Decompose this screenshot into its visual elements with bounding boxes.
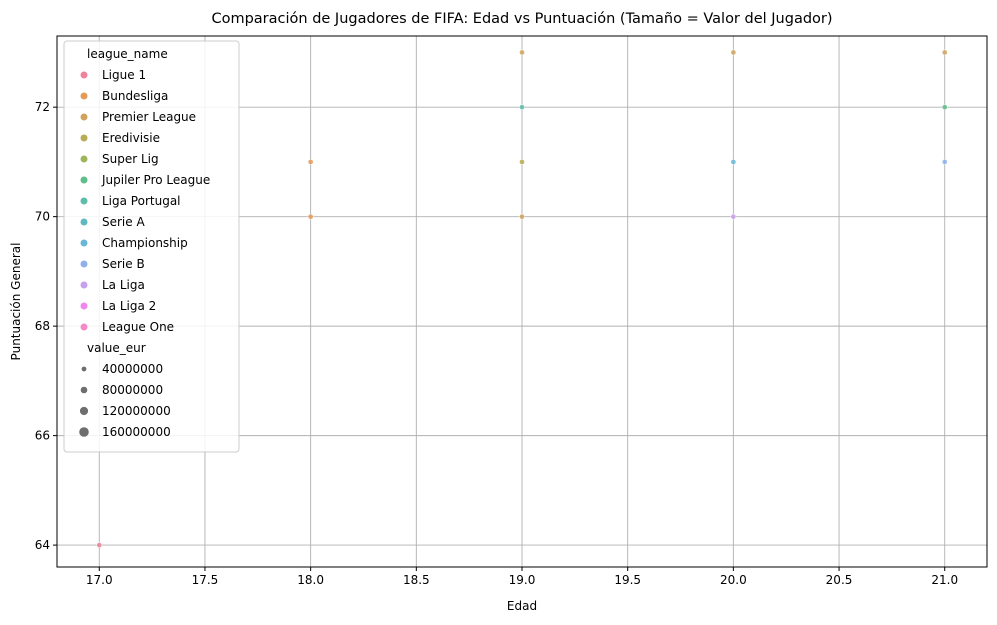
x-tick-label: 17.0 [86, 573, 113, 587]
data-point [730, 159, 737, 165]
legend-entry: La Liga 2 [102, 299, 156, 313]
legend-marker [80, 218, 88, 226]
data-point [730, 49, 737, 56]
legend-entry: Serie B [102, 257, 145, 271]
legend-box [63, 40, 240, 453]
legend-entry: Liga Portugal [102, 194, 181, 208]
legend-marker [80, 176, 88, 184]
legend-size-entry: 120000000 [102, 404, 171, 418]
legend-marker [80, 134, 88, 142]
legend-entry: Bundesliga [102, 89, 168, 103]
legend-marker [80, 239, 88, 247]
data-point [730, 213, 737, 220]
data-point [519, 49, 525, 56]
legend-marker [80, 323, 88, 331]
data-point [941, 159, 948, 165]
legend-marker [80, 302, 88, 310]
legend: league_name Ligue 1 Bundesliga Premier Leag… [63, 40, 240, 453]
y-axis-label: Puntuación General [9, 243, 23, 361]
legend-entry: Serie A [102, 215, 145, 229]
data-point [941, 49, 948, 56]
legend-marker [80, 92, 88, 100]
data-point [519, 159, 525, 165]
legend-entry: Ligue 1 [102, 68, 146, 82]
legend-size-entry: 160000000 [102, 425, 171, 439]
x-axis-label: Edad [507, 599, 537, 613]
legend-hue-title: league_name [87, 47, 168, 61]
legend-marker [80, 155, 88, 163]
y-tick-label: 70 [35, 210, 50, 224]
legend-marker [80, 260, 88, 268]
legend-size-marker [79, 406, 89, 416]
y-tick-label: 66 [35, 429, 50, 443]
legend-entry: League One [102, 320, 174, 334]
y-tick-label: 72 [35, 100, 50, 114]
x-tick-label: 21.0 [931, 573, 958, 587]
legend-size-entry: 80000000 [102, 383, 163, 397]
legend-entry: Premier League [102, 110, 196, 124]
legend-marker [80, 113, 88, 121]
x-tick-label: 17.5 [192, 573, 219, 587]
data-point [941, 104, 948, 111]
legend-entry: Jupiler Pro League [101, 173, 210, 187]
legend-marker [80, 197, 88, 205]
legend-entry: Championship [102, 236, 188, 250]
data-point [307, 159, 314, 165]
legend-size-entry: 40000000 [102, 362, 163, 376]
x-tick-label: 20.0 [720, 573, 747, 587]
y-tick-label: 64 [35, 538, 50, 552]
legend-marker [80, 71, 88, 79]
data-point [519, 104, 525, 111]
chart-title: Comparación de Jugadores de FIFA: Edad v… [211, 11, 832, 27]
x-axis-ticks: 17.0 17.5 18.0 18.5 19.0 19.5 20.0 20.5 21.0 [86, 567, 958, 587]
legend-size-marker [79, 427, 89, 437]
legend-size-marker [80, 386, 88, 394]
x-tick-label: 18.5 [403, 573, 430, 587]
x-tick-label: 20.5 [826, 573, 853, 587]
legend-size-marker [81, 366, 87, 372]
data-points [96, 49, 948, 548]
legend-size-title: value_eur [87, 341, 146, 355]
legend-entry: La Liga [102, 278, 145, 292]
y-tick-label: 68 [35, 319, 50, 333]
legend-entry: Eredivisie [102, 131, 160, 145]
legend-marker [80, 281, 88, 289]
data-point [307, 213, 314, 220]
data-point [519, 213, 525, 220]
y-axis-ticks: 64 66 68 70 72 [35, 100, 57, 552]
legend-entry: Super Lig [102, 152, 159, 166]
x-tick-label: 19.0 [509, 573, 536, 587]
data-point [96, 542, 103, 548]
x-tick-label: 19.5 [614, 573, 641, 587]
x-tick-label: 18.0 [297, 573, 324, 587]
